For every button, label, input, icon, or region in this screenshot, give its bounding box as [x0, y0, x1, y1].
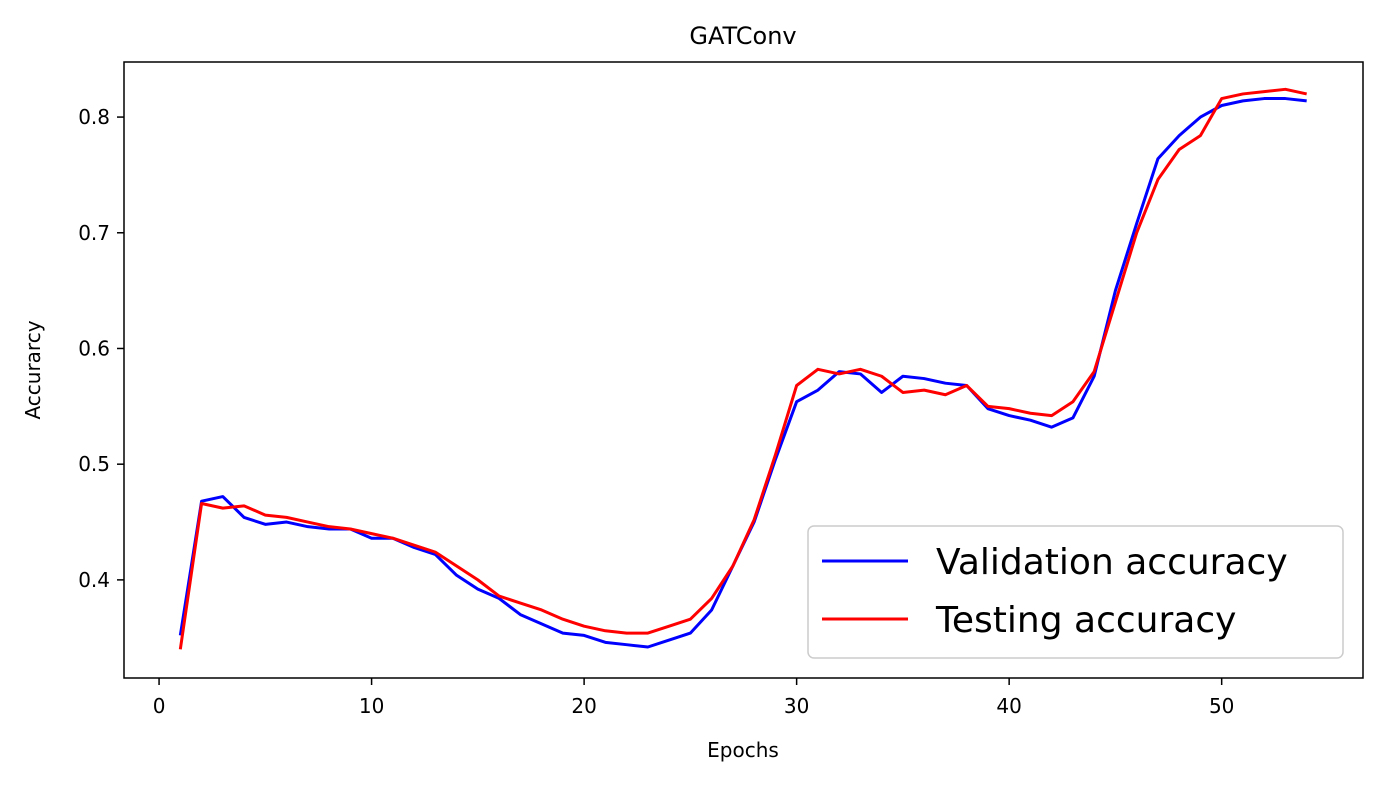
testing-accuracy-line	[178, 87, 1307, 650]
x-axis-ticks: 0 10 20 30 40 50	[153, 678, 1234, 718]
y-tick-label: 0.4	[78, 568, 110, 592]
y-axis-ticks: 0.4 0.5 0.6 0.7 0.8	[78, 105, 124, 592]
legend-label-testing: Testing accuracy	[935, 600, 1236, 641]
chart-title: GATConv	[689, 22, 796, 50]
x-tick-label: 30	[784, 694, 809, 718]
y-tick-label: 0.7	[78, 221, 110, 245]
legend: Validation accuracy Testing accuracy	[807, 525, 1344, 659]
x-tick-label: 50	[1209, 694, 1234, 718]
plot-area-frame	[123, 61, 1364, 679]
legend-box	[807, 525, 1344, 659]
y-tick-label: 0.8	[78, 105, 110, 129]
y-tick-label: 0.5	[78, 452, 110, 476]
x-tick-label: 0	[153, 694, 166, 718]
x-axis-title: Epochs	[707, 738, 779, 762]
x-tick-label: 10	[359, 694, 384, 718]
x-tick-label: 40	[996, 694, 1021, 718]
y-tick-label: 0.6	[78, 336, 110, 360]
series-layer	[178, 87, 1307, 650]
legend-label-validation: Validation accuracy	[936, 542, 1288, 583]
y-axis-title: Accurarcy	[21, 320, 45, 419]
x-tick-label: 20	[571, 694, 596, 718]
